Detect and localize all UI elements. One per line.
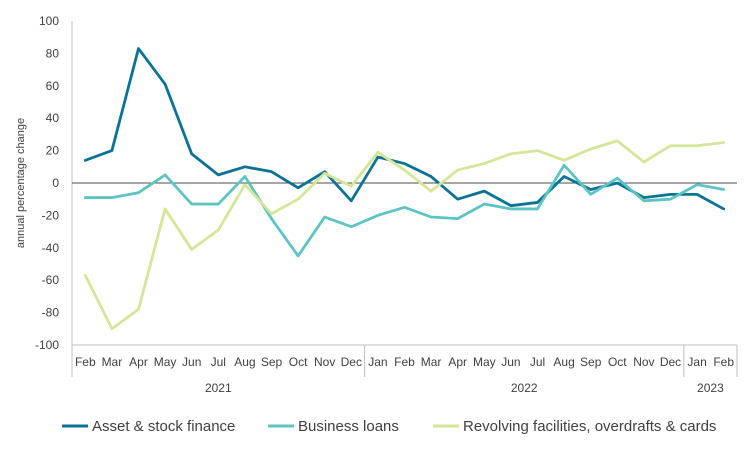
- y-tick-label: -80: [42, 306, 60, 320]
- x-tick-label: Jun: [182, 355, 201, 369]
- x-tick-label: Apr: [448, 355, 467, 369]
- x-tick-label: Mar: [102, 355, 123, 369]
- y-tick-label: 0: [52, 176, 59, 190]
- series-lines: [83, 47, 726, 331]
- y-axis-ticks: 100 80 60 40 20 0 -20 -40 -60 -80 -100: [35, 14, 59, 352]
- x-axis-ticks: Feb Mar Apr May Jun Jul Aug Sep Oct Nov Dec Jan Feb M…: [71, 345, 738, 395]
- y-tick-label: 80: [46, 46, 60, 60]
- year-label: 2023: [697, 381, 724, 395]
- legend-label: Business loans: [298, 418, 399, 435]
- x-tick-label: Jan: [687, 355, 706, 369]
- y-tick-label: 20: [46, 144, 60, 158]
- x-tick-label: Jan: [368, 355, 387, 369]
- series-line-revolving-facilities-overdrafts-cards: [83, 139, 726, 331]
- x-tick-label: Aug: [234, 355, 255, 369]
- axes: [71, 21, 737, 346]
- x-tick-label: May: [154, 355, 177, 369]
- x-tick-label: Oct: [289, 355, 308, 369]
- x-tick-label: May: [473, 355, 496, 369]
- y-tick-label: -100: [35, 338, 59, 352]
- x-tick-label: Sep: [580, 355, 602, 369]
- legend-label: Revolving facilities, overdrafts & cards: [463, 418, 716, 435]
- y-tick-label: 100: [39, 14, 59, 28]
- legend-label: Asset & stock finance: [92, 418, 235, 435]
- x-tick-label: Feb: [713, 355, 734, 369]
- x-tick-label: Feb: [75, 355, 96, 369]
- x-tick-label: Jul: [530, 355, 545, 369]
- series-line-asset-stock-finance: [83, 47, 726, 211]
- y-tick-label: -20: [42, 208, 60, 222]
- y-tick-label: -60: [42, 273, 60, 287]
- y-tick-label: 40: [46, 111, 60, 125]
- y-tick-label: -40: [42, 241, 60, 255]
- series-line-business-loans: [83, 163, 726, 258]
- x-tick-label: Oct: [608, 355, 627, 369]
- x-tick-label: Aug: [553, 355, 574, 369]
- y-axis-title: annual percentage change: [15, 118, 27, 248]
- x-tick-label: Sep: [261, 355, 283, 369]
- x-tick-label: Feb: [394, 355, 415, 369]
- x-tick-label: Dec: [660, 355, 681, 369]
- x-tick-label: Nov: [314, 355, 335, 369]
- x-tick-label: Mar: [421, 355, 442, 369]
- year-label: 2022: [511, 381, 538, 395]
- x-tick-label: Jul: [211, 355, 226, 369]
- x-tick-label: Nov: [633, 355, 654, 369]
- x-tick-label: Apr: [129, 355, 148, 369]
- year-label: 2021: [205, 381, 232, 395]
- legend: Asset & stock finance Business loans Revol…: [62, 418, 716, 435]
- x-tick-label: Jun: [501, 355, 520, 369]
- y-tick-label: 60: [46, 79, 60, 93]
- x-tick-label: Dec: [341, 355, 362, 369]
